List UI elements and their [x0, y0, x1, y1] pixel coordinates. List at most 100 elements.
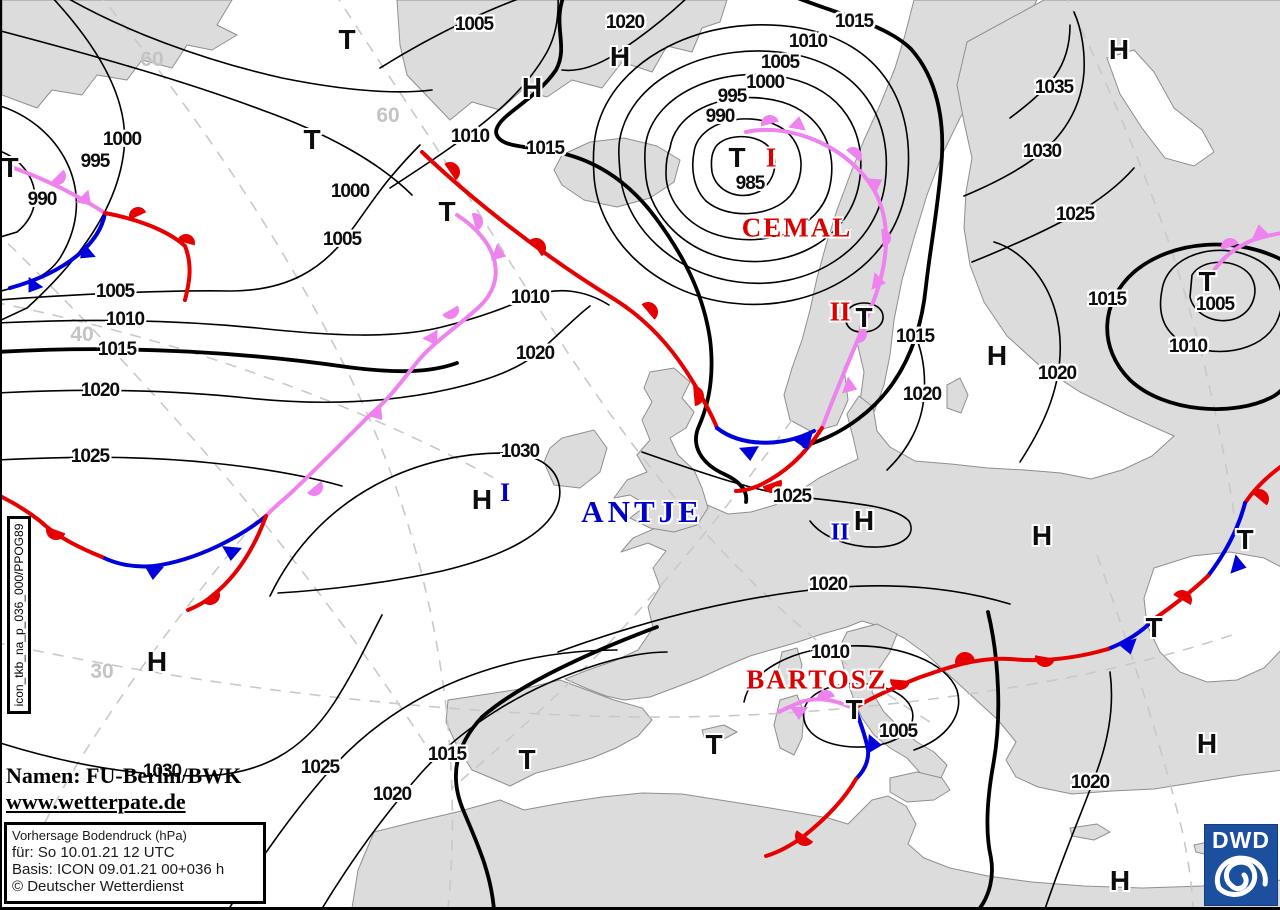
- info-copyright: © Deutscher Wetterdienst: [12, 878, 184, 895]
- system-numeral: I: [765, 142, 777, 173]
- forecast-info-box: Vorhersage Bodendruck (hPa) für: So 10.0…: [4, 822, 266, 904]
- isobar-value-label: 1020: [515, 343, 555, 364]
- isobar-value-label: 1020: [1070, 772, 1110, 793]
- warm-front: [853, 647, 1110, 710]
- warm-front: [2, 495, 104, 559]
- cold-front: [100, 514, 268, 569]
- isobar-value-label: 1020: [808, 574, 848, 595]
- isobar-value-label: 1005: [454, 14, 494, 35]
- landmass-italy: [840, 623, 948, 781]
- high-center-marker: H: [609, 41, 631, 72]
- high-center-marker: H: [471, 484, 493, 515]
- isobar-value-label: 1030: [1022, 141, 1062, 162]
- dwd-logo: DWD: [1204, 824, 1278, 906]
- isobar-value-label: 1010: [510, 287, 550, 308]
- low-center-marker: T: [518, 744, 536, 775]
- occluded-front: [12, 166, 107, 215]
- low-center-marker: T: [1236, 524, 1254, 555]
- isobar-value-label: 1010: [105, 309, 145, 330]
- isobar-value-label: 1010: [810, 642, 850, 663]
- graticule-label: 60: [140, 48, 164, 71]
- high-center-marker: H: [1031, 520, 1053, 551]
- info-title: Vorhersage Bodendruck (hPa): [12, 828, 187, 843]
- landmass-eurasia: [564, 0, 1280, 795]
- isobar-value-label: 1025: [300, 757, 340, 778]
- isobar-value-label: 1015: [1087, 289, 1127, 310]
- isobar-value-label: 1015: [834, 11, 874, 32]
- isobar-value-label: 1000: [330, 181, 370, 202]
- isobar-value-label: 995: [80, 151, 111, 172]
- isobar-value-label: 1020: [605, 12, 645, 33]
- system-numeral: I: [499, 478, 511, 507]
- pressure-system-name: BARTOSZ: [746, 664, 888, 695]
- isobar-value-label: 1015: [97, 339, 137, 360]
- landmass-britain: [613, 367, 709, 533]
- sea-white-sea: [1106, 49, 1215, 167]
- isobar-value-label: 1015: [895, 326, 935, 347]
- cold-front: [715, 426, 816, 445]
- isobar-value-label: 1030: [142, 761, 182, 782]
- isobar-value-label: 1020: [372, 784, 412, 805]
- info-model-basis: Basis: ICON 09.01.21 00+036 h: [12, 861, 225, 878]
- isobar-value-label: 990: [27, 189, 58, 210]
- low-center-marker: T: [338, 24, 356, 55]
- isobar-value-label: 990: [705, 106, 736, 127]
- low-center-marker: T: [845, 694, 863, 725]
- landmass-gotland: [946, 377, 969, 414]
- low-center-marker: T: [1145, 612, 1163, 643]
- landmass-greenland-west: [2, 0, 238, 109]
- landmass-corsica: [777, 647, 803, 689]
- landmass-iceland: [553, 137, 681, 208]
- system-numeral: II: [830, 519, 850, 546]
- isobar-value-label: 1015: [427, 744, 467, 765]
- isobar-value-label: 1005: [95, 281, 135, 302]
- isobar-value-label: 1015: [525, 138, 565, 159]
- pressure-system-name: ANTJE: [581, 494, 703, 529]
- high-center-marker: H: [521, 72, 543, 103]
- product-code: icon_tkb_na_p_036_000/PPOG89: [12, 523, 26, 707]
- low-center-marker: T: [855, 302, 873, 333]
- warm-front: [186, 514, 268, 612]
- isobar-value-label: 1025: [772, 486, 812, 507]
- isobar-value-label: 995: [717, 86, 748, 107]
- cold-front: [1106, 617, 1156, 651]
- high-center-marker: H: [146, 646, 168, 677]
- isobar-value-label: 1005: [878, 721, 918, 742]
- occluded-front: [264, 213, 498, 518]
- isobar-value-label: 1020: [80, 380, 120, 401]
- dwd-spiral-icon: [1214, 855, 1268, 897]
- landmass-ireland: [543, 429, 608, 489]
- warm-front: [1243, 464, 1280, 505]
- high-center-marker: H: [1109, 865, 1131, 896]
- low-center-marker: T: [438, 196, 456, 227]
- landmass-sicily: [889, 771, 951, 803]
- isobar-value-label: 1005: [760, 52, 800, 73]
- graticule-label: 60: [376, 104, 400, 127]
- low-center-marker: T: [1198, 266, 1216, 297]
- isobar-value-label: 1020: [1037, 363, 1077, 384]
- low-center-marker: T: [728, 142, 746, 173]
- warm-front: [420, 150, 719, 430]
- low-center-marker: T: [705, 729, 723, 760]
- occluded-front: [1206, 231, 1280, 283]
- graticule-label: 40: [70, 323, 94, 346]
- isobar-value-label: 985: [735, 173, 766, 194]
- isobar-value-label: 1000: [745, 72, 785, 93]
- warm-front: [1152, 574, 1210, 621]
- front-marker-layer: [28, 115, 1270, 846]
- isobar-value-label: 1010: [788, 31, 828, 52]
- dwd-logo-text: DWD: [1212, 827, 1270, 853]
- occluded-front: [777, 697, 850, 714]
- info-valid-time: für: So 10.01.21 12 UTC: [12, 844, 175, 861]
- high-center-marker: H: [1196, 728, 1218, 759]
- cold-front: [8, 211, 107, 290]
- landmass-balearics: [701, 724, 738, 741]
- isobar-value-label: 1030: [500, 441, 540, 462]
- isobar-value-label: 1005: [1195, 294, 1235, 315]
- high-center-marker: H: [853, 505, 875, 536]
- product-code-box: icon_tkb_na_p_036_000/PPOG89: [7, 516, 31, 714]
- branding-url[interactable]: www.wetterpate.de: [6, 789, 186, 814]
